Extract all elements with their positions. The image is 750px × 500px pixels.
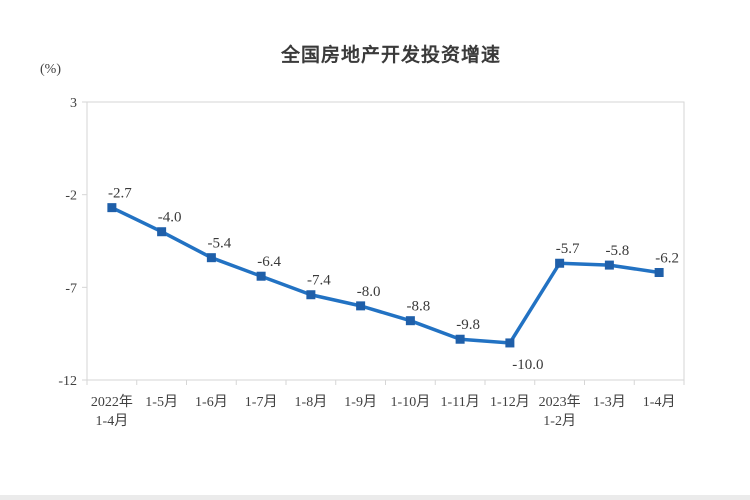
y-axis-unit-label: (%)	[40, 62, 61, 77]
data-point-label: -7.4	[307, 273, 331, 289]
data-point-label: -2.7	[108, 186, 132, 202]
data-point-marker	[206, 253, 216, 263]
data-point-label: -6.4	[257, 254, 281, 270]
x-axis-label: 2022年 1-4月	[91, 394, 133, 429]
y-axis-tick-label: -12	[58, 374, 77, 389]
data-point-label: -8.8	[407, 299, 431, 315]
data-point-label: -6.2	[655, 251, 679, 267]
x-axis-label: 1-9月	[344, 394, 377, 410]
x-axis-label: 1-10月	[391, 394, 431, 410]
data-point-marker	[654, 268, 664, 278]
x-axis-label: 1-3月	[593, 394, 626, 410]
data-point-marker	[107, 203, 117, 213]
data-point-marker	[455, 334, 465, 344]
data-point-marker	[356, 301, 366, 311]
data-point-marker	[306, 290, 316, 300]
chart-title: 全国房地产开发投资增速	[280, 45, 501, 66]
x-axis-label: 1-7月	[245, 394, 278, 410]
data-point-label: -8.0	[357, 284, 381, 300]
data-point-marker	[505, 338, 515, 348]
x-axis-label: 2023年 1-2月	[539, 394, 581, 429]
x-axis-label: 1-6月	[195, 394, 228, 410]
data-point-marker	[405, 316, 415, 326]
data-point-label: -9.8	[456, 317, 480, 333]
data-point-label: -5.4	[208, 236, 232, 252]
data-point-label: -4.0	[158, 210, 182, 226]
x-axis-label: 1-4月	[643, 394, 676, 410]
x-axis-label: 1-12月	[490, 394, 530, 410]
x-axis-label: 1-8月	[295, 394, 328, 410]
data-point-marker	[256, 271, 266, 281]
data-point-marker	[604, 260, 614, 270]
x-axis-label: 1-11月	[441, 394, 480, 410]
data-point-marker	[555, 258, 565, 268]
data-line	[110, 205, 661, 345]
y-axis-tick-label: 3	[70, 96, 77, 111]
data-point-label: -5.8	[606, 243, 630, 259]
data-point-label: -10.0	[512, 357, 543, 373]
y-axis-tick-label: -7	[65, 281, 77, 296]
data-point-marker	[157, 227, 167, 237]
x-axis-label: 1-5月	[145, 394, 178, 410]
bottom-divider	[0, 495, 750, 500]
data-point-label: -5.7	[556, 241, 580, 257]
y-axis-tick-label: -2	[65, 189, 77, 204]
